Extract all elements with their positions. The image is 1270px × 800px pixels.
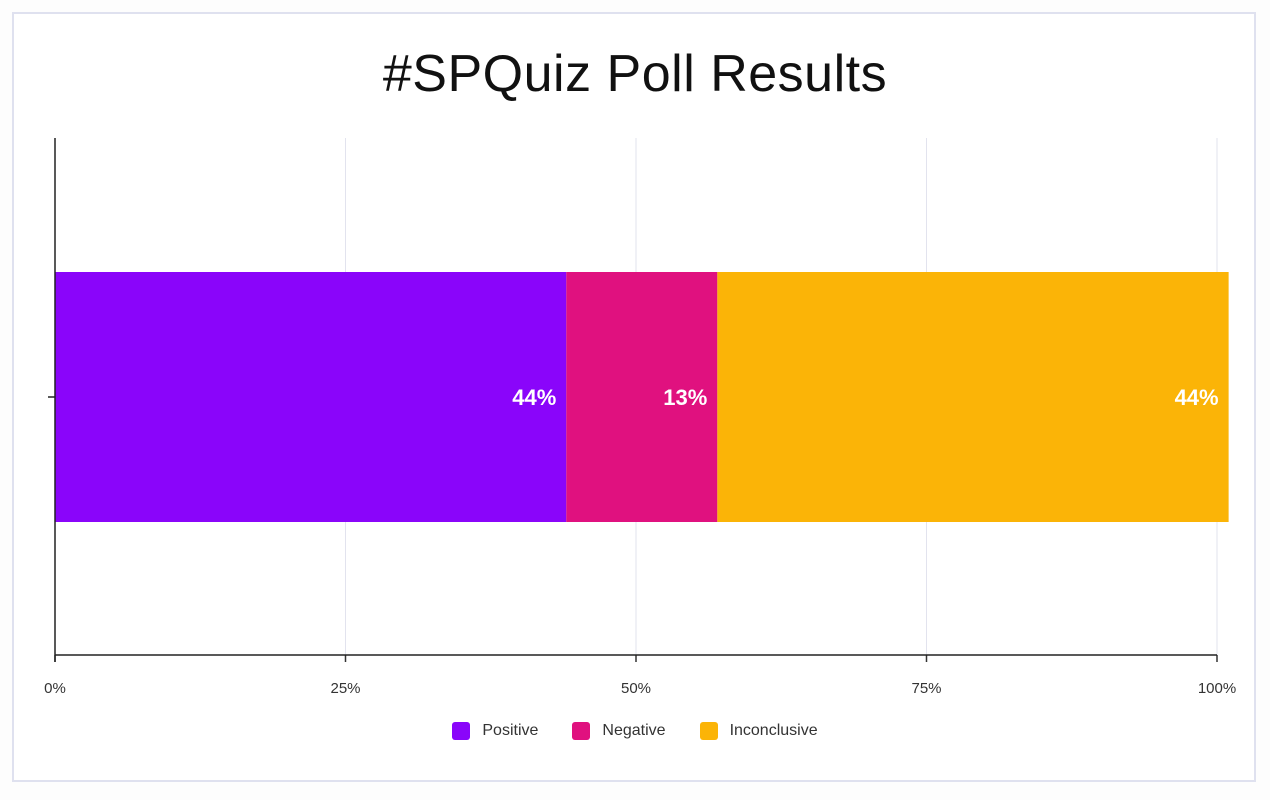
legend-label: Positive	[482, 722, 539, 739]
legend-item-inconclusive: Inconclusive	[699, 722, 818, 740]
data-label-inconclusive: 44%	[1175, 385, 1219, 410]
legend-item-positive: Positive	[452, 722, 538, 740]
data-label-negative: 13%	[663, 385, 707, 410]
legend-label: Inconclusive	[729, 722, 818, 739]
x-tick-label: 75%	[911, 680, 941, 697]
legend-label: Negative	[602, 722, 666, 739]
legend-item-negative: Negative	[572, 722, 666, 740]
chart-title: #SPQuiz Poll Results	[382, 45, 888, 103]
bar-segment-positive	[55, 272, 567, 522]
legend-swatch	[572, 722, 591, 740]
x-tick-label: 100%	[1198, 680, 1236, 697]
x-tick-label: 25%	[330, 680, 360, 697]
legend-swatch	[452, 722, 471, 740]
x-tick-label: 50%	[621, 680, 651, 697]
tick-labels: 0% 25% 50% 75% 100%	[44, 680, 1236, 697]
bar-segment-negative	[566, 272, 718, 522]
data-label-positive: 44%	[512, 385, 556, 410]
bars: 44% 13% 44%	[55, 272, 1229, 522]
chart-legend: Positive Negative Inconclusive	[0, 722, 1270, 740]
legend-swatch	[699, 722, 718, 740]
axes	[48, 138, 1218, 662]
bar-segment-inconclusive	[717, 272, 1229, 522]
x-tick-label: 0%	[44, 680, 66, 697]
